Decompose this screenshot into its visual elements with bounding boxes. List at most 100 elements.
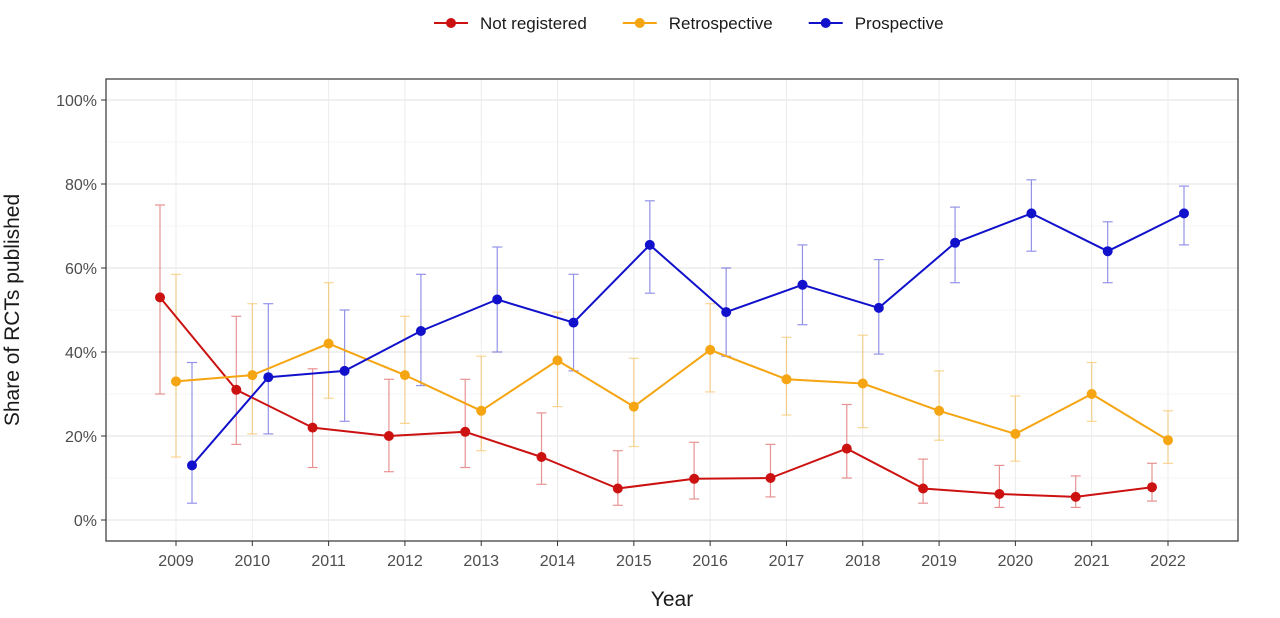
- x-tick-label: 2009: [158, 553, 194, 570]
- not-registered-error-bar: [994, 464, 1005, 508]
- prospective-point: [950, 237, 961, 248]
- legend-label: Retrospective: [669, 14, 773, 33]
- not-registered-point: [918, 483, 929, 494]
- y-tick-label: 60%: [65, 261, 97, 278]
- series-lines: [159, 212, 1185, 498]
- prospective-point: [721, 307, 732, 318]
- prospective-point: [1026, 208, 1037, 219]
- retrospective-error-bar: [476, 355, 487, 452]
- x-axis: 2009 2010 2011 2012 2013 2014 2015 2016 2017 2018…: [158, 541, 1186, 570]
- prospective-point: [415, 326, 426, 336]
- y-tick-label: 0%: [74, 513, 97, 530]
- retrospective-point: [1163, 435, 1173, 446]
- retrospective-point: [781, 374, 792, 385]
- not-registered-line: [159, 296, 1153, 498]
- not-registered-error-bar: [765, 443, 776, 498]
- prospective-point: [263, 372, 274, 383]
- x-tick-label: 2017: [769, 553, 805, 570]
- x-tick-label: 2012: [387, 553, 423, 570]
- x-tick-label: 2022: [1150, 553, 1186, 570]
- not-registered-error-bar: [307, 368, 318, 469]
- retrospective-point: [857, 378, 868, 389]
- x-tick-label: 2010: [235, 553, 271, 570]
- not-registered-point: [994, 489, 1005, 499]
- not-registered-point: [1147, 482, 1157, 493]
- prospective-line: [191, 212, 1185, 467]
- x-tick-label: 2014: [540, 553, 576, 570]
- prospective-error-bar: [187, 361, 197, 504]
- retrospective-error-bar: [399, 315, 410, 424]
- retrospective-point: [1010, 428, 1021, 439]
- not-registered-point: [1070, 491, 1081, 502]
- x-tick-label: 2013: [463, 553, 499, 570]
- prospective-point: [644, 239, 655, 250]
- retrospective-point: [476, 405, 487, 416]
- retrospective-line: [175, 342, 1169, 442]
- not-registered-point: [307, 422, 318, 433]
- legend-key-point: [446, 18, 456, 28]
- not-registered-point: [231, 384, 242, 395]
- not-registered-error-bar: [1070, 475, 1081, 508]
- retrospective-error-bar: [1010, 395, 1021, 462]
- legend-key-point: [634, 18, 645, 28]
- not-registered-point: [383, 431, 394, 441]
- y-tick-label: 20%: [65, 429, 97, 446]
- y-axis-title: Share of RCTs published: [1, 194, 24, 426]
- prospective-point: [1102, 246, 1113, 257]
- legend-label: Not registered: [480, 14, 587, 33]
- retrospective-point: [705, 344, 716, 355]
- not-registered-error-bar: [841, 403, 852, 479]
- retrospective-point: [628, 401, 639, 412]
- retrospective-point: [934, 405, 945, 416]
- retrospective-point: [247, 370, 258, 381]
- prospective-point: [568, 317, 579, 328]
- not-registered-error-bar: [231, 315, 242, 445]
- not-registered-error-bar: [689, 441, 700, 500]
- x-axis-title: Year: [651, 588, 693, 611]
- not-registered-point: [765, 473, 776, 483]
- x-tick-label: 2018: [845, 553, 881, 570]
- legend-item-retrospective: Retrospective: [622, 14, 773, 33]
- prospective-point: [187, 460, 197, 471]
- legend-item-not-registered: Not registered: [434, 14, 587, 33]
- not-registered-point: [689, 473, 700, 484]
- x-tick-label: 2021: [1074, 553, 1110, 570]
- y-tick-label: 100%: [56, 93, 97, 110]
- legend-key-point: [820, 18, 831, 28]
- not-registered-point: [612, 483, 623, 494]
- retrospective-point: [399, 370, 410, 381]
- prospective-point: [797, 279, 808, 290]
- not-registered-error-bar: [383, 378, 394, 473]
- y-axis: 0% 20% 40% 60% 80% 100%: [56, 93, 106, 530]
- retrospective-point: [323, 338, 334, 349]
- x-tick-label: 2020: [998, 553, 1034, 570]
- retrospective-point: [171, 376, 181, 387]
- not-registered-point: [155, 292, 165, 303]
- legend-item-prospective: Prospective: [808, 14, 944, 33]
- retrospective-point: [552, 355, 563, 366]
- not-registered-error-bar: [612, 450, 623, 506]
- not-registered-point: [460, 426, 471, 437]
- not-registered-error-bar: [460, 378, 471, 469]
- legend-label: Prospective: [855, 14, 944, 33]
- x-tick-label: 2016: [692, 553, 728, 570]
- prospective-point: [1179, 208, 1189, 219]
- retrospective-error-bar: [171, 273, 181, 458]
- prospective-point: [492, 294, 503, 305]
- x-tick-label: 2019: [921, 553, 957, 570]
- series-points: [155, 208, 1189, 502]
- not-registered-point: [841, 443, 852, 454]
- retrospective-error-bar: [934, 370, 945, 441]
- retrospective-point: [1086, 389, 1097, 399]
- not-registered-error-bar: [918, 458, 929, 504]
- prospective-error-bar: [339, 309, 350, 422]
- y-tick-label: 40%: [65, 345, 97, 362]
- y-tick-label: 80%: [65, 177, 97, 194]
- prospective-point: [339, 365, 350, 376]
- legend: Not registered Retrospective Prospective: [434, 14, 944, 33]
- prospective-point: [873, 302, 884, 313]
- not-registered-error-bar: [536, 412, 547, 485]
- not-registered-point: [536, 452, 547, 462]
- x-tick-label: 2011: [311, 553, 346, 570]
